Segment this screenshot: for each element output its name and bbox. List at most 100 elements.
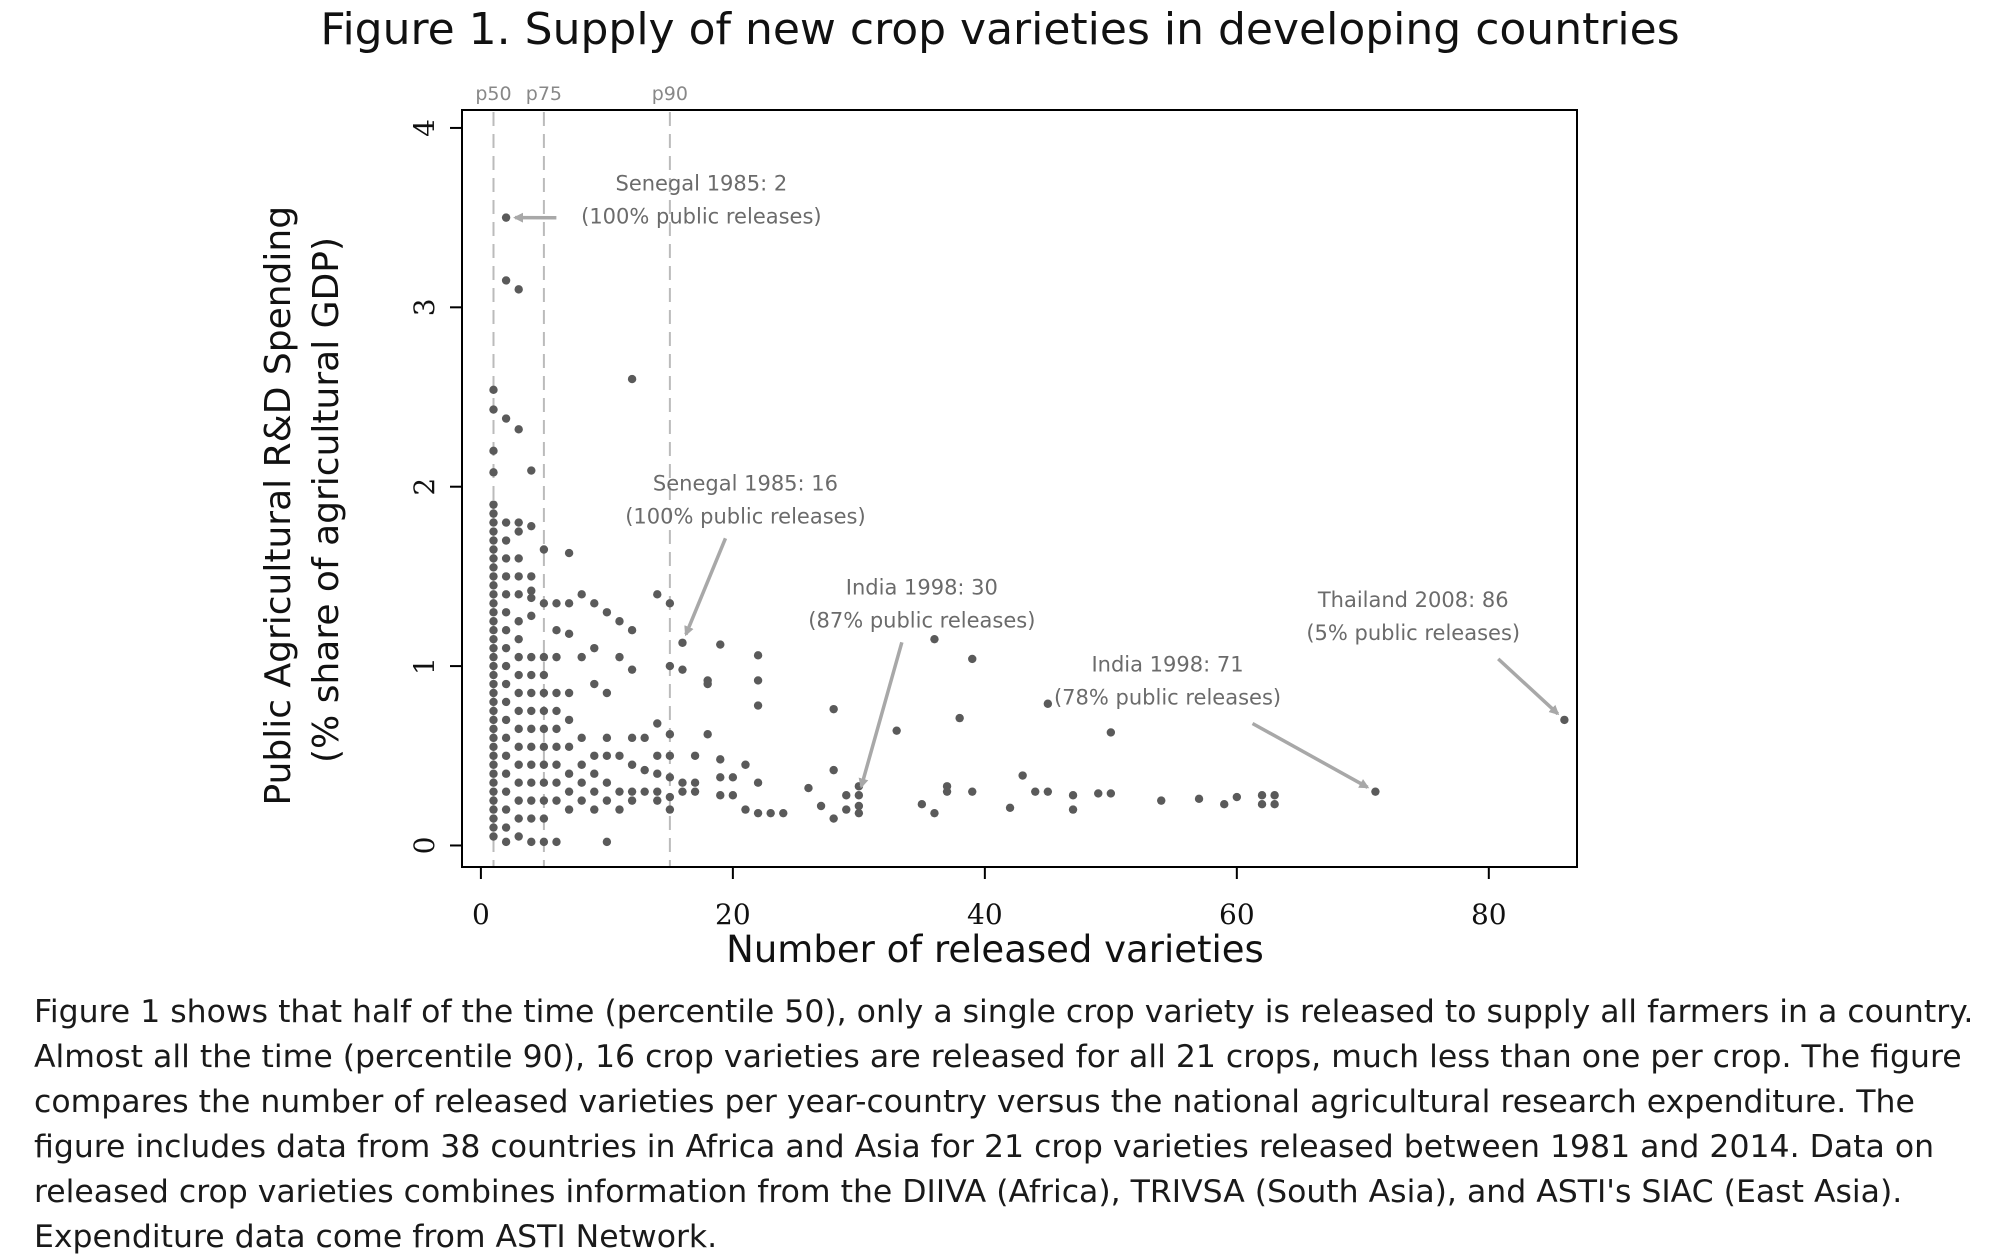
data-point [489,778,497,786]
data-point [829,705,837,713]
data-point [514,671,522,679]
y-tick-label: 1 [408,657,441,675]
data-point [577,653,585,661]
data-point [552,796,560,804]
data-point [716,755,724,763]
data-point [489,734,497,742]
x-tick-label: 80 [1471,898,1507,931]
data-point [666,730,674,738]
data-point [628,734,636,742]
data-point [502,626,510,634]
data-point [678,787,686,795]
data-point [527,522,535,530]
annotation-label: (100% public releases) [581,205,821,229]
data-point [502,518,510,526]
data-point [527,671,535,679]
x-tick-label: 40 [967,898,1003,931]
data-point [540,653,548,661]
data-point [1233,793,1241,801]
data-point [565,787,573,795]
data-point [514,425,522,433]
data-point [502,644,510,652]
data-point [1371,787,1379,795]
data-point [1270,800,1278,808]
data-point [527,778,535,786]
data-point [1018,771,1026,779]
data-point [489,770,497,778]
data-point [527,725,535,733]
annotation-label: (78% public releases) [1054,685,1281,709]
annotation-arrow [686,538,726,634]
data-point [603,778,611,786]
data-point [489,527,497,535]
data-point [489,447,497,455]
data-point [489,590,497,598]
data-point [527,572,535,580]
data-point [489,832,497,840]
data-point [666,805,674,813]
data-point [489,662,497,670]
data-point [565,599,573,607]
data-point [603,734,611,742]
data-point [489,536,497,544]
data-point [489,518,497,526]
x-axis-label: Number of released varieties [726,928,1264,971]
data-point [842,791,850,799]
data-point [502,276,510,284]
data-point [527,612,535,620]
data-point [1044,700,1052,708]
data-point [615,617,623,625]
data-point [603,608,611,616]
data-point [615,787,623,795]
data-point [842,805,850,813]
data-point [489,689,497,697]
data-point [502,608,510,616]
annotation-arrow [1498,659,1558,714]
data-point [968,787,976,795]
data-point [540,689,548,697]
data-point [565,770,573,778]
data-point [577,796,585,804]
data-point [527,653,535,661]
data-point [640,766,648,774]
data-point [615,805,623,813]
data-point [892,726,900,734]
data-point [489,707,497,715]
data-point [754,676,762,684]
annotations: Senegal 1985: 2 (100% public releases) Sen… [515,172,1558,788]
data-point [1258,791,1266,799]
data-point [703,730,711,738]
data-point [829,814,837,822]
data-point [502,787,510,795]
data-point [615,752,623,760]
data-point [1107,728,1115,736]
data-point [628,761,636,769]
data-point [628,375,636,383]
data-point [552,626,560,634]
y-tick-label: 3 [408,298,441,316]
data-point [489,386,497,394]
data-point [502,536,510,544]
y-tick-label: 4 [408,119,441,137]
data-point [829,766,837,774]
annotation-label: Senegal 1985: 2 [616,172,788,196]
annotation-label: Senegal 1985: 16 [653,471,838,495]
data-point [628,787,636,795]
data-point [489,752,497,760]
data-point [502,680,510,688]
data-point [514,653,522,661]
data-point [590,787,598,795]
data-point [943,787,951,795]
data-point [489,599,497,607]
data-point [489,716,497,724]
data-point [1031,787,1039,795]
data-point [628,626,636,634]
data-point [716,791,724,799]
data-point [552,707,560,715]
data-point [540,796,548,804]
data-point [489,500,497,508]
data-point [489,405,497,413]
data-point [502,770,510,778]
data-point [514,635,522,643]
data-point [540,743,548,751]
